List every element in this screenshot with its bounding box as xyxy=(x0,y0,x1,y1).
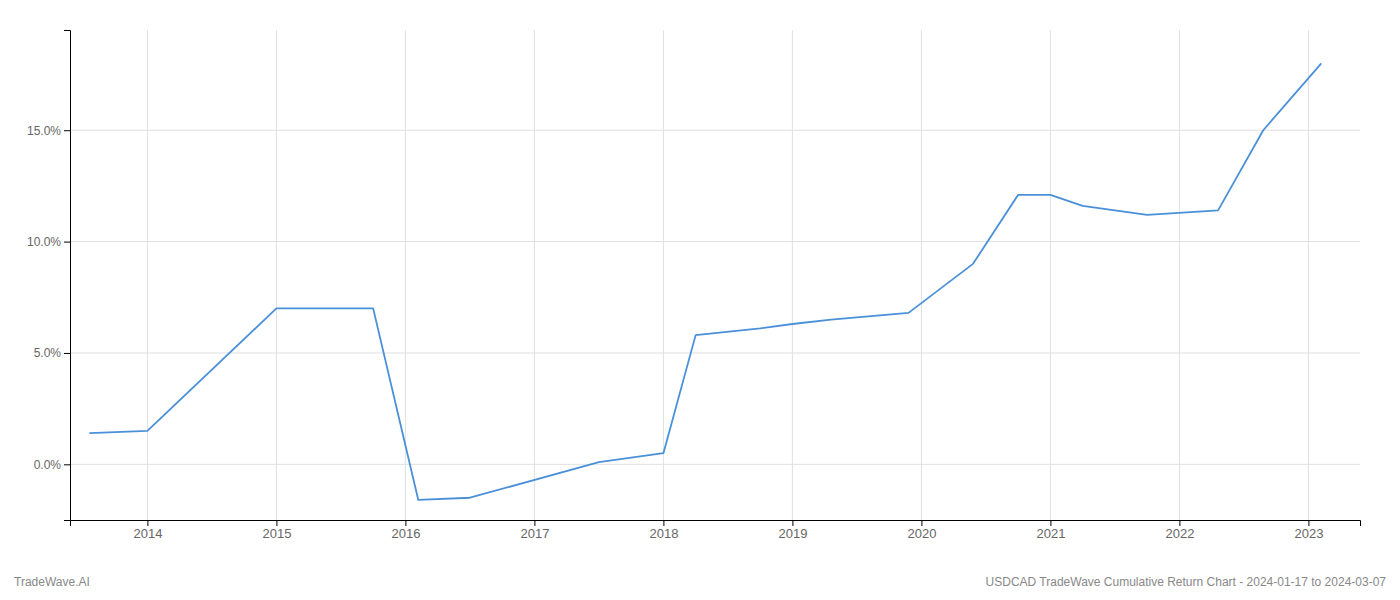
line xyxy=(89,63,1321,500)
x-tick-mark xyxy=(405,520,406,526)
x-grid-line xyxy=(1179,30,1180,520)
y-tick-mark xyxy=(64,130,70,131)
x-tick: 2016 xyxy=(391,520,420,541)
x-tick-label: 2022 xyxy=(1165,526,1194,541)
y-grid-line xyxy=(70,241,1360,242)
x-tick: 2017 xyxy=(520,520,549,541)
chart-svg: 2014 2015 2016 2017 2018 2019 2020 2021 2022 2023… xyxy=(0,0,1400,600)
x-grid-line xyxy=(921,30,922,520)
chart-container: 2014 2015 2016 2017 2018 2019 2020 2021 2022 2023… xyxy=(0,0,1400,600)
x-grid-line xyxy=(1050,30,1051,520)
x-tick-mark xyxy=(1179,520,1180,526)
x-tick: 2021 xyxy=(1036,520,1065,541)
y-tick-mark xyxy=(64,464,70,465)
x-axis-line xyxy=(71,521,1361,527)
y-axis-line xyxy=(64,31,71,521)
x-tick: 2020 xyxy=(907,520,936,541)
grid xyxy=(70,30,1360,520)
x-axis: 2014 2015 2016 2017 2018 2019 2020 2021 2022 2023 xyxy=(71,520,1361,541)
y-tick-label: 15.0% xyxy=(27,124,61,138)
x-tick-mark xyxy=(534,520,535,526)
x-tick-mark xyxy=(792,520,793,526)
x-tick: 2014 xyxy=(133,520,162,541)
x-grid-line xyxy=(147,30,148,520)
x-tick-mark xyxy=(663,520,664,526)
x-tick-label: 2017 xyxy=(520,526,549,541)
x-tick-label: 2018 xyxy=(649,526,678,541)
y-grid-line xyxy=(70,464,1360,465)
y-grid-line xyxy=(70,130,1360,131)
x-tick: 2018 xyxy=(649,520,678,541)
x-tick-mark xyxy=(921,520,922,526)
x-grid-line xyxy=(792,30,793,520)
y-tick-label: 0.0% xyxy=(34,458,62,472)
x-tick-label: 2023 xyxy=(1294,526,1323,541)
annotation: USDCAD TradeWave Cumulative Return Chart… xyxy=(986,575,1387,589)
y-tick-mark xyxy=(64,353,70,354)
x-tick-label: 2020 xyxy=(907,526,936,541)
x-tick-label: 2015 xyxy=(262,526,291,541)
x-tick-label: 2014 xyxy=(133,526,162,541)
x-grid-line xyxy=(1308,30,1309,520)
x-tick: 2022 xyxy=(1165,520,1194,541)
annotations: TradeWave.AI USDCAD TradeWave Cumulative … xyxy=(14,575,1386,589)
x-tick-mark xyxy=(1050,520,1051,526)
plot-area xyxy=(89,63,1321,500)
x-tick-mark xyxy=(1308,520,1309,526)
x-tick-label: 2016 xyxy=(391,526,420,541)
y-tick: 10.0% xyxy=(27,235,70,249)
x-tick: 2015 xyxy=(262,520,291,541)
x-tick-label: 2019 xyxy=(778,526,807,541)
annotation: TradeWave.AI xyxy=(14,575,90,589)
x-tick: 2019 xyxy=(778,520,807,541)
y-axis: 0.0% 5.0% 10.0% 15.0% xyxy=(27,31,71,521)
x-grid-line xyxy=(534,30,535,520)
y-tick-label: 10.0% xyxy=(27,235,61,249)
y-tick-label: 5.0% xyxy=(34,346,62,360)
y-tick: 15.0% xyxy=(27,124,70,138)
y-tick-mark xyxy=(64,242,70,243)
x-tick-mark xyxy=(276,520,277,526)
x-grid-line xyxy=(276,30,277,520)
y-tick: 0.0% xyxy=(34,458,70,472)
x-grid-line xyxy=(663,30,664,520)
y-grid-line xyxy=(70,352,1360,353)
x-tick-label: 2021 xyxy=(1036,526,1065,541)
x-tick-mark xyxy=(147,520,148,526)
y-tick: 5.0% xyxy=(34,346,70,360)
x-tick: 2023 xyxy=(1294,520,1323,541)
